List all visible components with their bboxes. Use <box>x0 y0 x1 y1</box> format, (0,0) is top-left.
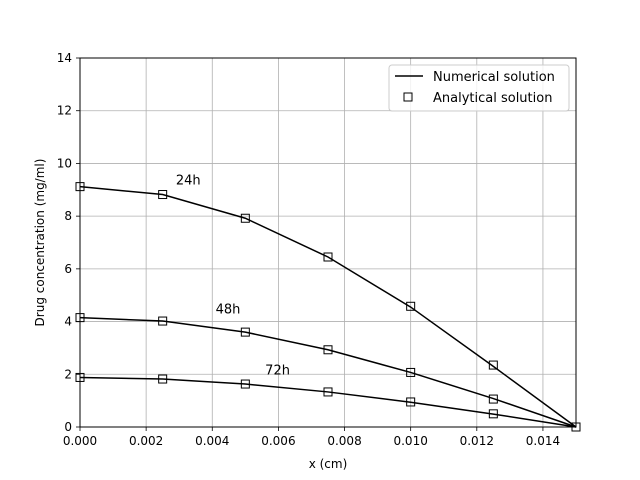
legend-label-analytical: Analytical solution <box>433 91 552 106</box>
analytical-point-24h <box>406 301 416 311</box>
x-tick-label: 0.010 <box>393 434 427 448</box>
analytical-point-48h <box>240 327 250 337</box>
x-tick-label: 0.002 <box>129 434 163 448</box>
analytical-point-48h <box>323 345 333 355</box>
y-tick-label: 4 <box>64 315 72 329</box>
analytical-point-24h <box>240 213 250 223</box>
y-axis-label: Drug concentration (mg/ml) <box>33 159 47 327</box>
legend-box <box>388 64 570 112</box>
y-tick-label: 2 <box>64 367 72 381</box>
x-tick-label: 0.004 <box>195 434 229 448</box>
annotation-24h: 24h <box>176 174 201 189</box>
y-tick-label: 6 <box>64 262 72 276</box>
annotation-48h: 48h <box>216 303 241 318</box>
analytical-point-72h <box>323 387 333 397</box>
x-tick-label: 0.000 <box>63 434 97 448</box>
analytical-point-24h <box>158 190 168 200</box>
x-tick-label: 0.008 <box>327 434 361 448</box>
y-axis-ticks: 0 2 4 6 8 10 12 14 <box>57 51 80 434</box>
x-tick-label: 0.012 <box>460 434 494 448</box>
numerical-line-72h <box>79 376 577 428</box>
y-tick-label: 14 <box>57 51 72 65</box>
x-axis-label: x (cm) <box>309 457 348 471</box>
numerical-line-24h <box>79 185 577 428</box>
y-tick-label: 8 <box>64 209 72 223</box>
y-tick-label: 0 <box>64 420 72 434</box>
analytical-point-48h <box>158 316 168 326</box>
plot-frame <box>79 57 577 428</box>
series-lines <box>79 185 577 428</box>
annotation-72h: 72h <box>265 363 290 378</box>
annotations: 24h 48h 72h <box>176 174 290 379</box>
x-tick-label: 0.006 <box>261 434 295 448</box>
analytical-point-72h <box>158 374 168 384</box>
x-tick-label: 0.014 <box>526 434 560 448</box>
analytical-point-48h <box>488 394 498 404</box>
y-tick-label: 12 <box>57 104 72 118</box>
legend: Numerical solution Analytical solution <box>388 64 570 112</box>
analytical-point-72h <box>488 409 498 419</box>
y-tick-label: 10 <box>57 156 72 170</box>
x-axis-ticks: 0.000 0.002 0.004 0.006 0.008 0.010 0.012 0.014 <box>63 427 560 448</box>
analytical-point-48h <box>406 367 416 377</box>
analytical-point-24h <box>323 252 333 262</box>
legend-square-swatch <box>403 92 413 102</box>
analytical-point-24h <box>488 360 498 370</box>
numerical-line-48h <box>79 316 577 428</box>
analytical-point-72h <box>240 379 250 389</box>
legend-label-numerical: Numerical solution <box>433 70 555 85</box>
analytical-point-72h <box>406 397 416 407</box>
